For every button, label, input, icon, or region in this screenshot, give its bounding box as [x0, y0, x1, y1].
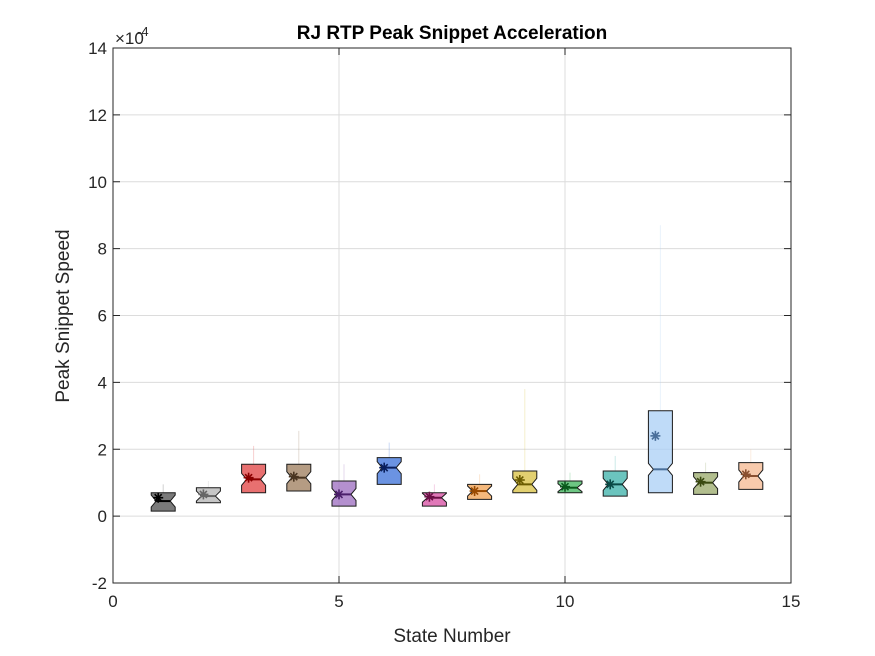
mean-marker-stroke — [741, 470, 750, 479]
mean-marker-state-12 — [650, 430, 661, 441]
mean-marker-stroke — [560, 482, 570, 491]
y-tick-label: 12 — [88, 106, 107, 125]
y-tick-label: 6 — [98, 307, 107, 326]
mean-marker-stroke — [651, 431, 660, 440]
x-axis-label: State Number — [393, 626, 511, 647]
mean-marker-stroke — [515, 475, 524, 485]
x-tick-label: 5 — [334, 592, 343, 611]
mean-marker-stroke — [470, 486, 479, 496]
mean-marker-stroke — [154, 493, 163, 502]
x-tick-label: 10 — [556, 592, 575, 611]
chart-title: RJ RTP Peak Snippet Acceleration — [297, 23, 607, 44]
y-tick-label: 2 — [98, 440, 107, 459]
y-tick-label: 10 — [88, 173, 107, 192]
mean-marker-state-7 — [424, 491, 435, 502]
y-tick-label: 8 — [98, 240, 107, 259]
tick-layer — [112, 47, 792, 584]
mean-marker-state-6 — [379, 462, 390, 473]
marker-layer — [153, 430, 751, 503]
mean-marker-stroke — [606, 480, 615, 489]
box-state-9 — [512, 470, 538, 494]
y-tick-label: 14 — [88, 39, 107, 58]
mean-marker-state-13 — [695, 476, 706, 487]
box-state-6 — [376, 457, 402, 485]
y-axis-exponent-base: ×10 — [115, 29, 144, 48]
box-state-12 — [647, 410, 673, 494]
mean-marker-state-2 — [198, 489, 209, 500]
x-tick-label: 0 — [108, 592, 117, 611]
y-tick-label: 4 — [98, 373, 107, 392]
y-tick-label: 0 — [98, 507, 107, 526]
mean-marker-state-9 — [514, 475, 525, 486]
mean-marker-stroke — [425, 492, 434, 501]
whisker-layer — [162, 225, 752, 493]
y-axis-label: Peak Snippet Speed — [53, 229, 74, 402]
y-tick-label: -2 — [92, 574, 107, 593]
mean-marker-state-3 — [243, 472, 254, 483]
mean-marker-state-10 — [560, 481, 570, 492]
mean-marker-state-4 — [288, 471, 299, 482]
mean-marker-stroke — [334, 490, 344, 499]
mean-marker-stroke — [696, 477, 705, 486]
mean-marker-stroke — [244, 473, 253, 482]
mean-marker-state-11 — [605, 479, 616, 490]
mean-marker-state-1 — [153, 492, 164, 503]
mean-marker-state-5 — [334, 489, 344, 500]
mean-marker-state-14 — [740, 469, 751, 480]
mean-marker-stroke — [380, 463, 389, 472]
mean-marker-stroke — [199, 490, 208, 499]
x-tick-label: 15 — [782, 592, 801, 611]
mean-marker-state-8 — [469, 486, 480, 497]
mean-marker-stroke — [289, 472, 298, 481]
y-axis-exponent-power: -4 — [137, 24, 149, 39]
